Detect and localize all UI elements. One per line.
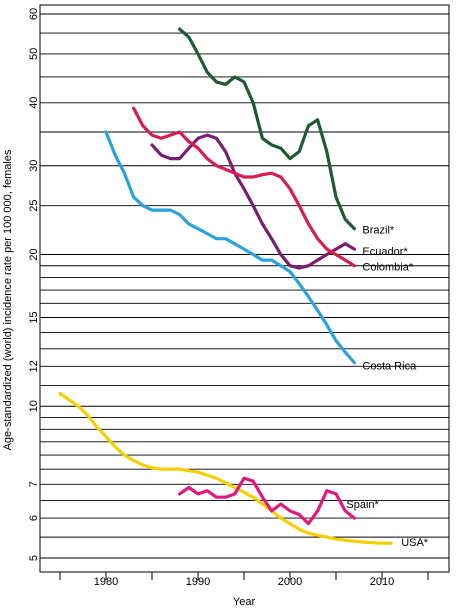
x-tick-label: 1990 <box>186 576 210 588</box>
series-label-spain: Spain* <box>346 499 379 511</box>
y-tick-label: 10 <box>28 400 40 412</box>
plot-frame <box>39 4 450 573</box>
x-tick-label: 2010 <box>370 576 394 588</box>
series-line-usa <box>58 391 393 545</box>
x-tick-label: 2000 <box>278 576 302 588</box>
y-tick-label: 7 <box>28 481 40 487</box>
series-label-costarica: Costa Rica <box>362 361 417 373</box>
y-axis-title: Age-standardized (world) incidence rate … <box>2 149 14 450</box>
series-lines <box>58 27 393 545</box>
series-label-usa: USA* <box>401 537 429 549</box>
x-axis-title: Year <box>233 596 256 608</box>
y-tick-label: 40 <box>28 97 40 109</box>
series-line-spain <box>178 476 356 526</box>
x-axis-ticks: 1980 1990 2000 2010 <box>59 572 429 588</box>
series-line-colombia <box>132 106 356 268</box>
series-label-ecuador: Ecuador* <box>362 246 408 258</box>
grid-lines <box>40 13 449 559</box>
y-tick-label: 30 <box>28 160 40 172</box>
series-line-costarica <box>104 130 356 365</box>
y-tick-label: 25 <box>28 200 40 212</box>
series-label-brazil: Brazil* <box>362 225 395 237</box>
y-tick-label: 60 <box>28 8 40 20</box>
y-tick-labels: 5 6 7 10 12 15 20 25 30 40 50 60 <box>28 8 40 561</box>
y-tick-label: 50 <box>28 48 40 60</box>
series-line-ecuador <box>150 133 356 270</box>
y-tick-label: 5 <box>28 555 40 561</box>
series-labels: Brazil* Ecuador* Colombia* Costa Rica USA* Sp… <box>346 225 428 549</box>
x-tick-label: 1980 <box>94 576 118 588</box>
y-tick-label: 6 <box>28 515 40 521</box>
y-tick-label: 15 <box>28 311 40 323</box>
y-tick-label: 20 <box>28 248 40 260</box>
y-tick-label: 12 <box>28 360 40 372</box>
series-line-brazil <box>178 27 356 231</box>
series-label-colombia: Colombia* <box>362 262 413 274</box>
